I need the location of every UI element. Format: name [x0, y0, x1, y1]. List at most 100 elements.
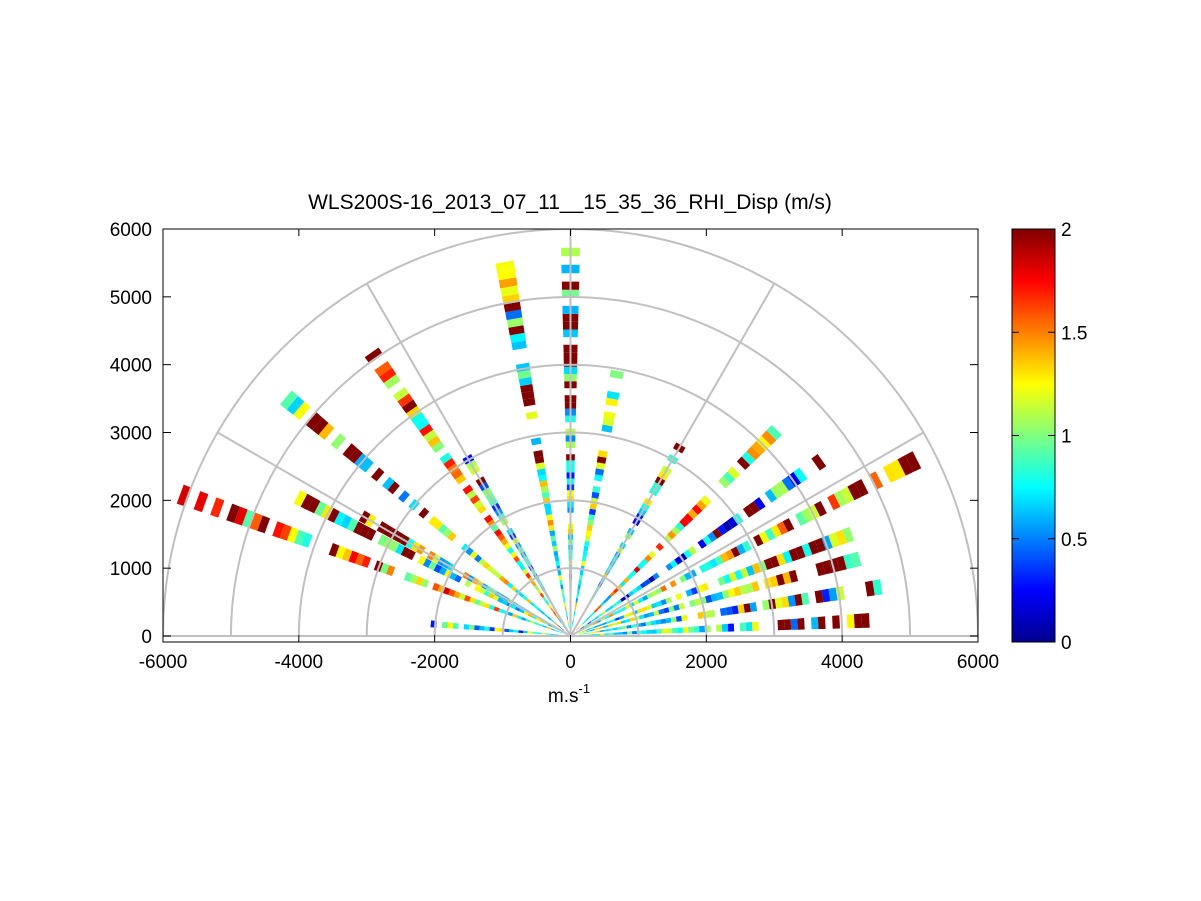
data-cell [581, 555, 587, 562]
data-cell [581, 560, 586, 567]
data-cell [454, 574, 462, 583]
data-cell [473, 585, 481, 592]
data-cell [635, 584, 643, 592]
data-cell [558, 631, 563, 634]
data-cell [544, 613, 549, 618]
data-cell [535, 617, 541, 622]
data-cell [257, 515, 271, 534]
data-cell [822, 560, 833, 575]
data-cell [741, 451, 756, 466]
data-cell [587, 614, 592, 619]
data-cell [734, 569, 744, 580]
data-cell [675, 521, 685, 532]
data-cell [644, 578, 651, 586]
data-cell [603, 629, 609, 632]
data-cell [469, 550, 478, 560]
data-cell [719, 552, 730, 563]
data-cell [648, 550, 656, 559]
data-cell [523, 630, 528, 634]
data-cell [562, 598, 566, 603]
colorbar-gradient [1011, 228, 1056, 643]
data-cell [608, 632, 614, 635]
data-cell [478, 587, 486, 595]
data-cell [371, 467, 385, 482]
data-cell [741, 540, 752, 552]
data-cell [593, 608, 599, 613]
data-cell [788, 569, 799, 583]
data-cell [576, 627, 580, 631]
data-cell [646, 629, 652, 634]
data-cell [590, 618, 596, 623]
data-cell [462, 484, 474, 495]
data-cell [458, 593, 466, 601]
data-cell [400, 546, 411, 558]
data-cell [606, 594, 612, 600]
data-cell [359, 524, 371, 538]
data-cell [868, 471, 884, 490]
data-cell [428, 561, 437, 571]
data-cell [495, 572, 502, 579]
data-cell [346, 518, 359, 532]
data-cell [547, 604, 552, 609]
data-cell [563, 602, 567, 608]
data-cell [787, 595, 796, 607]
data-cell [604, 615, 610, 620]
data-cell [770, 484, 784, 499]
data-cell [601, 424, 613, 433]
data-cell [419, 423, 434, 437]
data-cell [499, 575, 506, 583]
data-cell [797, 618, 805, 630]
data-cell [301, 532, 313, 548]
data-cell [469, 494, 480, 505]
data-cell [478, 600, 486, 607]
data-cell [665, 562, 674, 571]
data-cell [576, 593, 579, 599]
data-cell [525, 411, 538, 420]
data-cell [707, 531, 717, 543]
data-cell [630, 569, 637, 577]
data-cell [616, 584, 623, 591]
data-cell [447, 622, 454, 629]
data-cell [748, 501, 760, 514]
data-cell [579, 575, 583, 581]
data-cell [226, 503, 240, 523]
colorbar-tick-label: 0 [1061, 633, 1072, 654]
data-cell [642, 595, 649, 601]
data-cell [581, 620, 586, 625]
data-cell [650, 620, 657, 626]
data-cell [746, 446, 761, 461]
data-cell [442, 587, 451, 595]
data-cell [387, 481, 400, 495]
data-cell [660, 618, 667, 624]
data-cell [616, 599, 622, 605]
data-cell [631, 587, 639, 594]
x-tick-label: 2000 [685, 652, 727, 673]
data-cell [582, 631, 587, 634]
data-cell [474, 625, 480, 631]
x-tick-label: 4000 [821, 652, 863, 673]
data-cell [474, 598, 481, 606]
data-cell [540, 610, 545, 615]
data-cell [293, 490, 308, 507]
data-cell [652, 572, 660, 580]
data-cell [648, 575, 656, 583]
colorbar-tick-label: 1 [1061, 427, 1072, 448]
data-cell [752, 621, 759, 631]
data-cell [428, 515, 439, 527]
data-cell [710, 593, 719, 602]
data-cell [756, 435, 771, 451]
data-cell [328, 543, 340, 557]
data-cell [540, 486, 549, 493]
data-cell [761, 430, 777, 446]
data-cell [547, 616, 552, 621]
data-cell [546, 626, 552, 630]
data-cell [598, 623, 603, 627]
data-cell [341, 548, 353, 562]
data-cell [775, 480, 789, 495]
data-cell [749, 602, 758, 612]
data-cell [508, 325, 525, 336]
data-cell [542, 596, 547, 602]
data-cell [737, 604, 745, 614]
data-cell [675, 615, 682, 622]
data-cell [417, 555, 427, 566]
